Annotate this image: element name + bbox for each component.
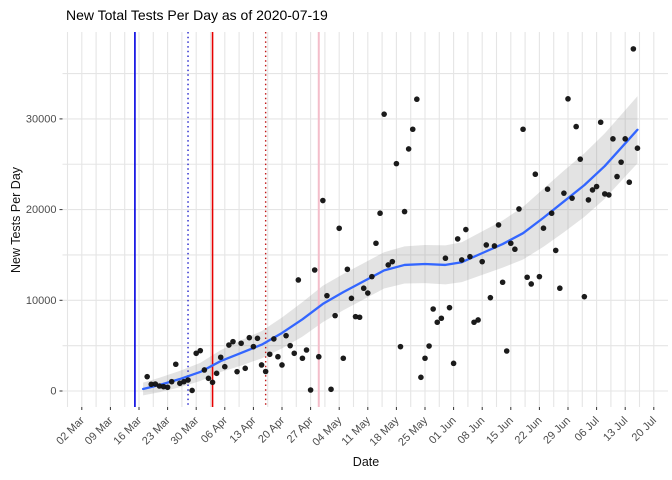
svg-text:29 Jun: 29 Jun <box>541 415 573 447</box>
svg-text:11 May: 11 May <box>339 414 373 448</box>
svg-text:06 Jul: 06 Jul <box>572 415 601 444</box>
svg-text:25 May: 25 May <box>396 414 430 448</box>
svg-text:22 Jun: 22 Jun <box>513 415 545 447</box>
svg-text:13 Apr: 13 Apr <box>228 414 259 445</box>
svg-text:20 Jul: 20 Jul <box>630 415 659 444</box>
svg-text:01 Jun: 01 Jun <box>427 415 459 447</box>
svg-text:0: 0 <box>50 386 56 398</box>
svg-text:13 Jul: 13 Jul <box>601 415 630 444</box>
svg-text:20 Apr: 20 Apr <box>256 414 287 445</box>
svg-text:30000: 30000 <box>26 113 57 125</box>
y-axis-title: New Tests Per Day <box>9 166 23 274</box>
svg-text:02 Mar: 02 Mar <box>54 414 87 447</box>
x-axis-title: Date <box>352 455 380 469</box>
svg-text:30 Mar: 30 Mar <box>169 414 202 447</box>
svg-text:23 Mar: 23 Mar <box>140 414 173 447</box>
svg-text:06 Apr: 06 Apr <box>199 414 230 445</box>
svg-text:18 May: 18 May <box>368 414 402 448</box>
svg-text:20000: 20000 <box>26 204 57 216</box>
svg-text:08 Jun: 08 Jun <box>455 415 487 447</box>
svg-text:15 Jun: 15 Jun <box>484 415 516 447</box>
chart-title: New Total Tests Per Day as of 2020-07-19 <box>66 7 328 23</box>
svg-text:04 May: 04 May <box>310 414 344 448</box>
svg-text:10000: 10000 <box>26 295 57 307</box>
svg-text:09 Mar: 09 Mar <box>83 414 116 447</box>
svg-text:16 Mar: 16 Mar <box>111 414 144 447</box>
